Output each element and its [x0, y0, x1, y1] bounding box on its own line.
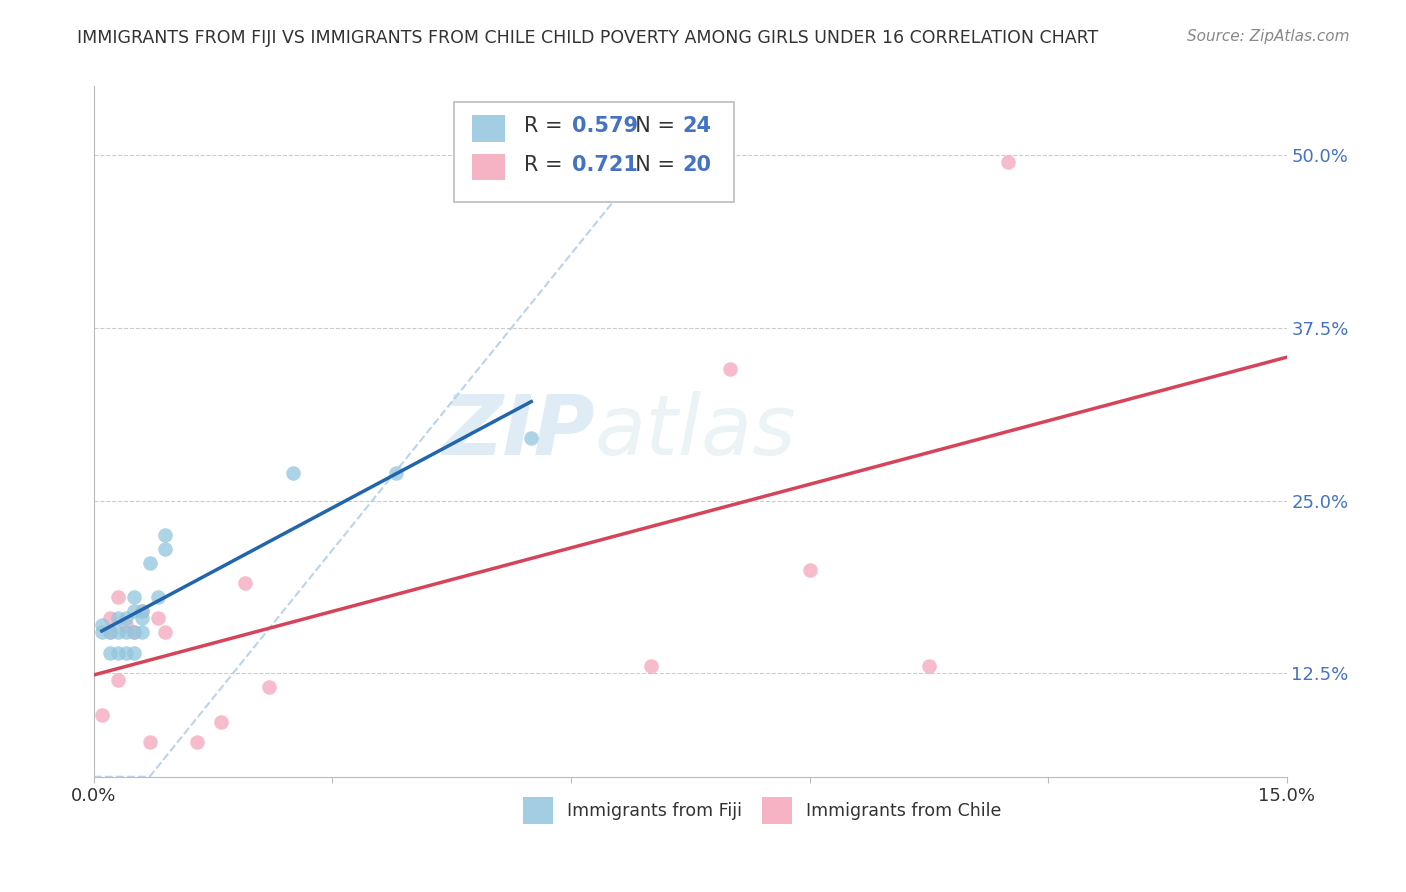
Point [90, 618, 112, 632]
Text: N =: N = [623, 116, 682, 136]
Point [114, 624, 136, 639]
Point [98, 624, 121, 639]
Point [98, 624, 121, 639]
Point [122, 604, 145, 618]
Point [107, 673, 129, 687]
Point [107, 591, 129, 605]
Point [98, 611, 121, 625]
Text: Source: ZipAtlas.com: Source: ZipAtlas.com [1187, 29, 1350, 45]
Text: N =: N = [623, 155, 682, 175]
Point [209, 714, 232, 729]
Point [138, 556, 160, 570]
Point [146, 611, 169, 625]
Point [718, 362, 741, 376]
Point [257, 680, 280, 694]
Text: 0.721: 0.721 [572, 155, 638, 175]
Text: R =: R = [524, 116, 569, 136]
Text: Immigrants from Chile: Immigrants from Chile [806, 802, 1001, 820]
Point [107, 624, 129, 639]
Point [997, 155, 1019, 169]
Point [107, 611, 129, 625]
Point [918, 659, 941, 673]
Point [122, 646, 145, 660]
Text: IMMIGRANTS FROM FIJI VS IMMIGRANTS FROM CHILE CHILD POVERTY AMONG GIRLS UNDER 16: IMMIGRANTS FROM FIJI VS IMMIGRANTS FROM … [77, 29, 1098, 47]
Text: atlas: atlas [595, 391, 796, 472]
Point [90, 707, 112, 722]
Text: R =: R = [524, 155, 569, 175]
Point [98, 646, 121, 660]
FancyBboxPatch shape [472, 154, 505, 180]
Point [281, 466, 304, 480]
Point [122, 624, 145, 639]
Point [233, 576, 256, 591]
Point [520, 432, 543, 446]
Point [114, 611, 136, 625]
Point [146, 591, 169, 605]
Point [114, 618, 136, 632]
FancyBboxPatch shape [472, 115, 505, 142]
Point [131, 624, 153, 639]
Point [107, 646, 129, 660]
Point [131, 604, 153, 618]
FancyBboxPatch shape [454, 103, 734, 202]
Point [122, 591, 145, 605]
Text: 20: 20 [682, 155, 711, 175]
Point [90, 624, 112, 639]
Point [186, 735, 208, 749]
Point [131, 604, 153, 618]
Text: ZIP: ZIP [443, 391, 595, 472]
Point [138, 735, 160, 749]
FancyBboxPatch shape [523, 797, 553, 823]
Point [155, 624, 177, 639]
Text: 24: 24 [682, 116, 711, 136]
Point [385, 466, 408, 480]
Point [122, 624, 145, 639]
Point [155, 528, 177, 542]
Text: Immigrants from Fiji: Immigrants from Fiji [568, 802, 742, 820]
Point [131, 611, 153, 625]
Text: 0.579: 0.579 [572, 116, 638, 136]
FancyBboxPatch shape [762, 797, 792, 823]
Point [114, 646, 136, 660]
Point [799, 563, 821, 577]
Point [155, 541, 177, 556]
Point [640, 659, 662, 673]
